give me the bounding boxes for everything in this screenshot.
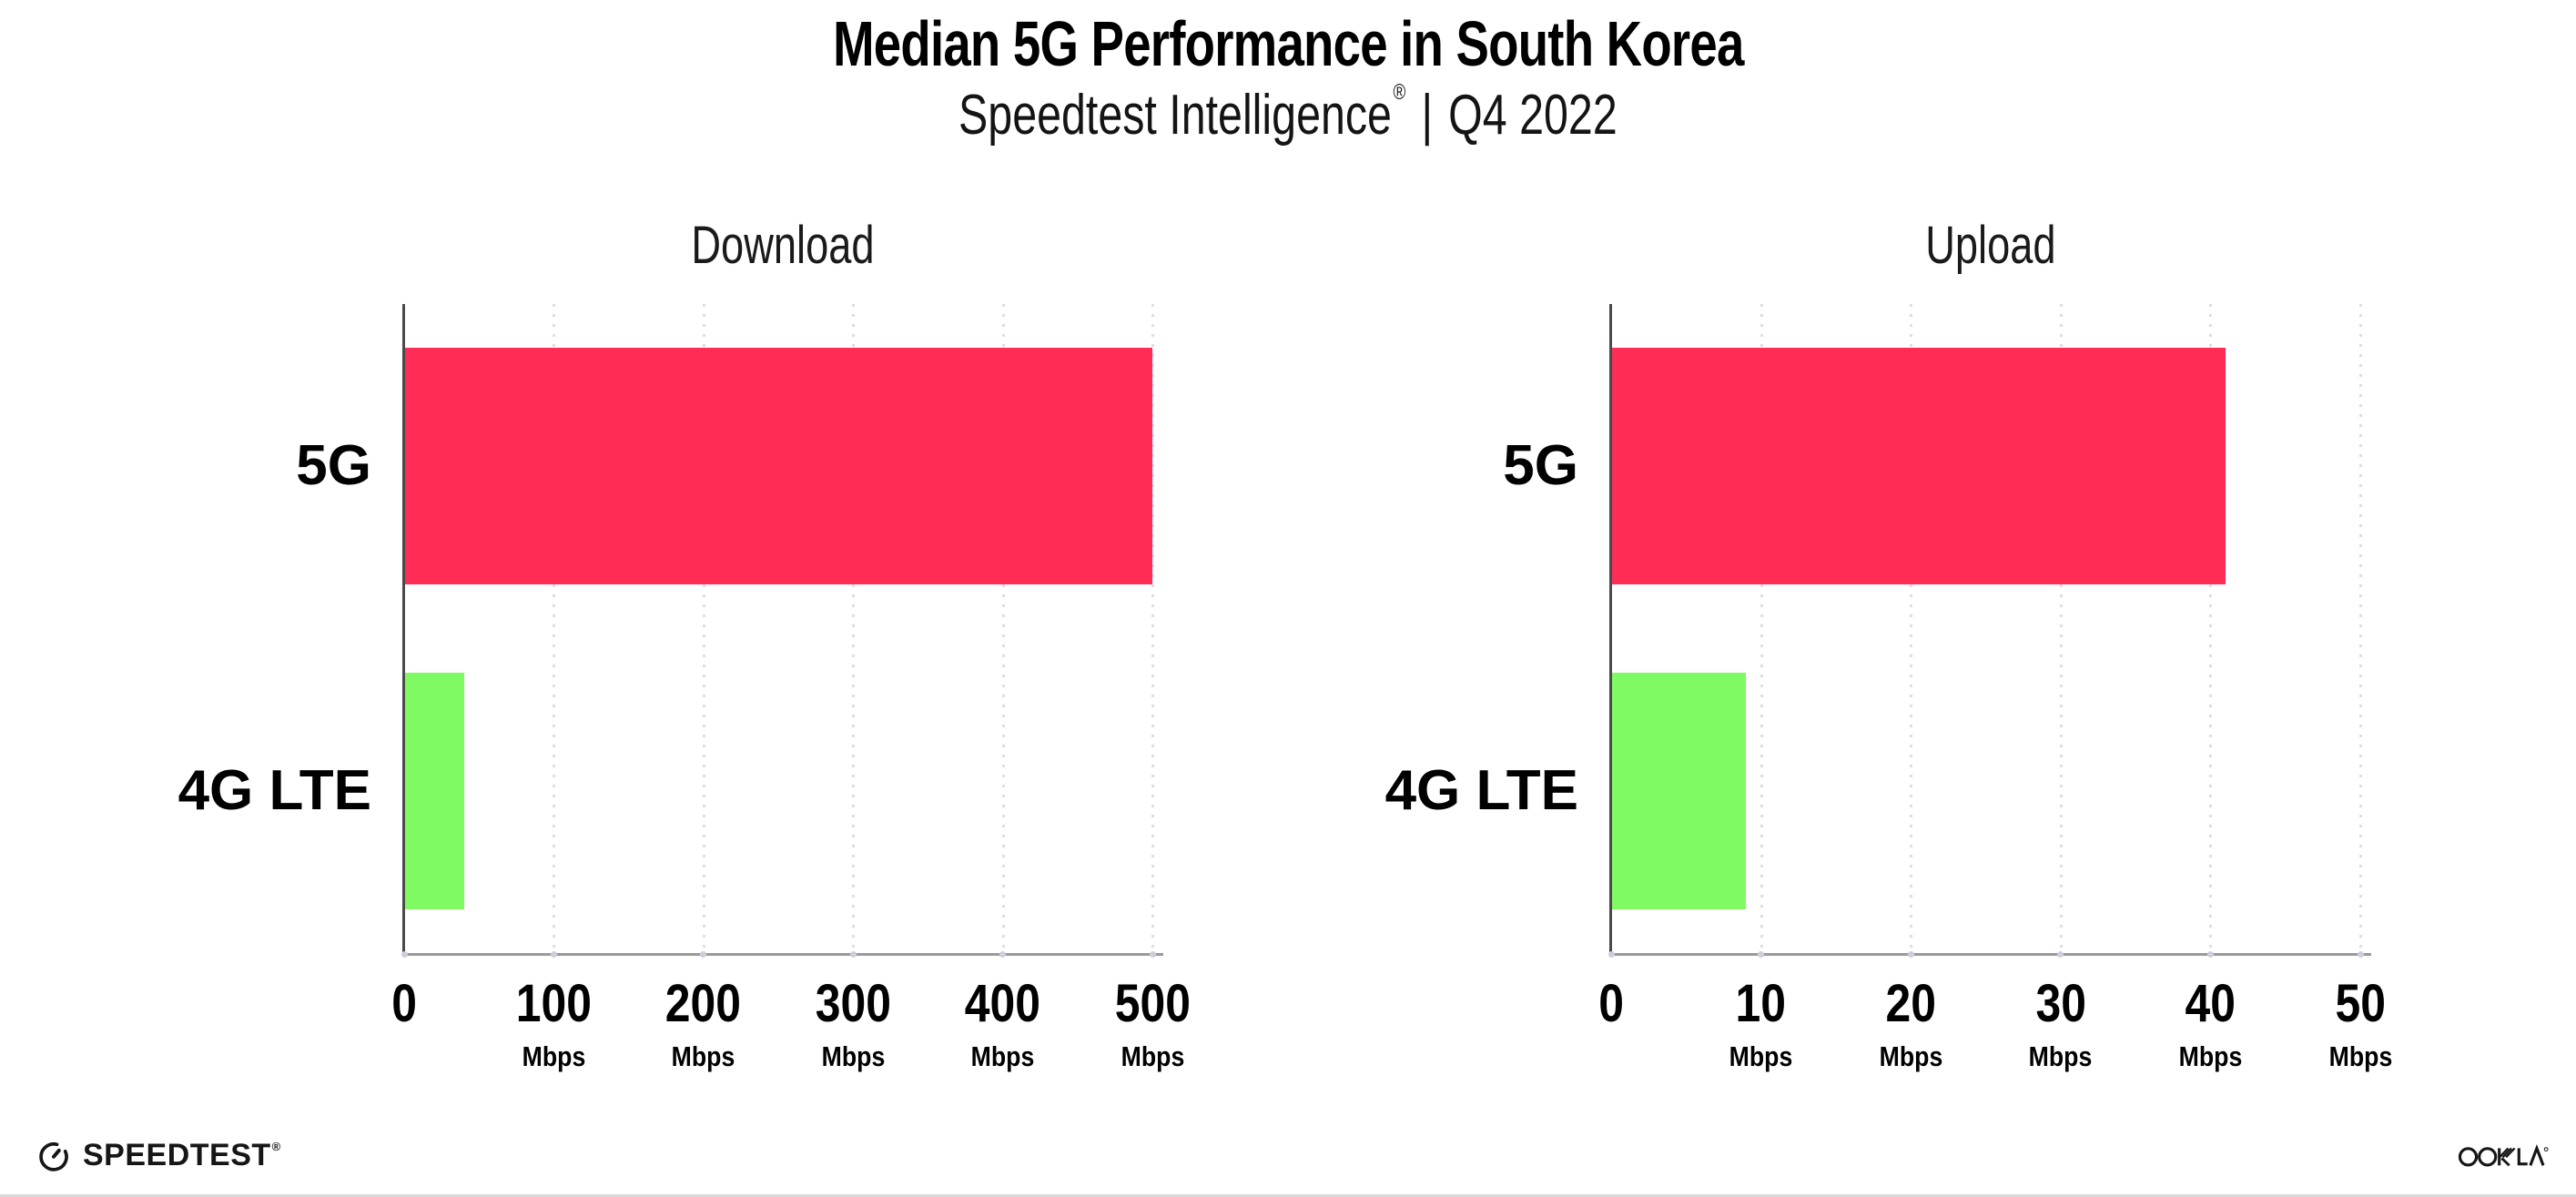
x-tick-value: 400 <box>965 974 1041 1033</box>
x-tick-unit-upload-30: Mbps <box>1961 1040 2161 1073</box>
axis-tick-upload-0 <box>1607 951 1615 958</box>
gridline-upload-30 <box>2059 304 2063 953</box>
bar-upload-4g-lte <box>1611 672 1747 909</box>
category-label-upload-5g: 5G <box>1503 434 1578 498</box>
gridline-upload-40 <box>2209 304 2213 953</box>
gridline-download-100 <box>553 304 556 953</box>
x-tick-label-upload-10: 10 <box>1661 973 1861 1034</box>
x-tick-unit-download-200: Mbps <box>603 1040 804 1073</box>
x-tick-value: 50 <box>2335 974 2386 1033</box>
page-title-text: Median 5G Performance in South Korea <box>832 8 1744 79</box>
x-tick-unit-text: Mbps <box>1879 1040 1943 1072</box>
gridline-download-400 <box>1001 304 1005 953</box>
x-tick-value: 200 <box>665 974 742 1033</box>
axis-tick-download-200 <box>700 951 707 958</box>
x-tick-label-upload-20: 20 <box>1810 973 2011 1034</box>
bar-upload-5g <box>1611 348 2226 585</box>
x-tick-unit-text: Mbps <box>672 1040 735 1072</box>
x-tick-unit-download-400: Mbps <box>903 1040 1103 1073</box>
axis-tick-upload-30 <box>2057 951 2064 958</box>
x-tick-label-download-300: 300 <box>753 973 953 1034</box>
x-tick-unit-text: Mbps <box>2178 1040 2243 1072</box>
chart-title-text-download: Download <box>691 216 875 275</box>
x-tick-value: 0 <box>1598 974 1624 1033</box>
x-tick-label-download-400: 400 <box>903 973 1103 1034</box>
x-tick-label-upload-30: 30 <box>1961 973 2161 1034</box>
chart-title-text-upload: Upload <box>1924 216 2056 275</box>
page-subtitle: Speedtest Intelligence® | Q4 2022 <box>0 80 2576 147</box>
x-tick-label-upload-40: 40 <box>2110 973 2310 1034</box>
gridline-upload-20 <box>1910 304 1913 953</box>
x-tick-value: 0 <box>391 974 417 1033</box>
axis-tick-download-0 <box>401 951 408 958</box>
x-tick-unit-download-100: Mbps <box>453 1040 654 1073</box>
x-tick-unit-download-500: Mbps <box>1052 1040 1253 1073</box>
registered-trademark-icon: ® <box>1393 80 1406 105</box>
bar-download-5g <box>404 348 1153 585</box>
x-tick-value: 300 <box>815 974 891 1033</box>
axis-tick-upload-40 <box>2206 951 2214 958</box>
axis-tick-download-100 <box>550 951 557 958</box>
axis-tick-upload-20 <box>1907 951 1914 958</box>
x-tick-value: 10 <box>1735 974 1787 1033</box>
x-tick-unit-text: Mbps <box>2029 1040 2093 1072</box>
page-subtitle-text: Speedtest Intelligence® | Q4 2022 <box>958 80 1618 147</box>
x-tick-value: 500 <box>1114 974 1191 1033</box>
x-tick-unit-text: Mbps <box>1121 1040 1184 1072</box>
subtitle-period: Q4 2022 <box>1448 84 1618 147</box>
x-tick-unit-upload-40: Mbps <box>2110 1040 2310 1073</box>
chart-title-download: Download <box>404 215 1161 276</box>
category-label-download-4g-lte: 4G LTE <box>177 758 371 822</box>
subtitle-brand: Speedtest Intelligence <box>958 84 1393 147</box>
x-axis-line-download <box>402 953 1163 956</box>
x-tick-unit-text: Mbps <box>970 1040 1035 1072</box>
axis-tick-download-300 <box>849 951 857 958</box>
x-axis-line-upload <box>1609 953 2371 956</box>
x-tick-unit-upload-50: Mbps <box>2260 1040 2460 1073</box>
x-tick-unit-text: Mbps <box>522 1040 586 1072</box>
x-tick-unit-download-300: Mbps <box>753 1040 953 1073</box>
gridline-download-300 <box>852 304 856 953</box>
x-tick-unit-text: Mbps <box>821 1040 886 1072</box>
bar-download-4g-lte <box>404 672 464 909</box>
gridline-download-500 <box>1151 304 1155 953</box>
x-tick-label-upload-50: 50 <box>2260 973 2460 1034</box>
x-tick-value: 100 <box>515 974 593 1033</box>
x-tick-unit-upload-10: Mbps <box>1661 1040 1861 1073</box>
x-tick-value: 40 <box>2185 974 2236 1033</box>
chart-title-upload: Upload <box>1611 215 2369 276</box>
x-tick-label-download-100: 100 <box>453 973 654 1034</box>
x-tick-value: 20 <box>1885 974 1936 1033</box>
y-axis-line-download <box>402 304 405 955</box>
x-tick-label-download-0: 0 <box>304 973 504 1034</box>
x-tick-value: 30 <box>2035 974 2086 1033</box>
page-title: Median 5G Performance in South Korea <box>0 7 2576 80</box>
category-label-upload-4g-lte: 4G LTE <box>1384 758 1578 822</box>
axis-tick-download-400 <box>999 951 1007 958</box>
gridline-upload-10 <box>1760 304 1763 953</box>
x-tick-unit-text: Mbps <box>2328 1040 2392 1072</box>
gridline-download-200 <box>702 304 705 953</box>
axis-tick-upload-10 <box>1758 951 1765 958</box>
category-label-download-5g: 5G <box>296 434 371 498</box>
x-tick-label-upload-0: 0 <box>1511 973 1711 1034</box>
subtitle-separator: | <box>1421 84 1434 147</box>
gridline-upload-50 <box>2359 304 2363 953</box>
x-tick-unit-text: Mbps <box>1729 1040 1793 1072</box>
x-tick-label-download-200: 200 <box>603 973 804 1034</box>
axis-tick-download-500 <box>1149 951 1156 958</box>
x-tick-label-download-500: 500 <box>1052 973 1253 1034</box>
x-tick-unit-upload-20: Mbps <box>1810 1040 2011 1073</box>
y-axis-line-upload <box>1609 304 1612 955</box>
axis-tick-upload-50 <box>2357 951 2364 958</box>
